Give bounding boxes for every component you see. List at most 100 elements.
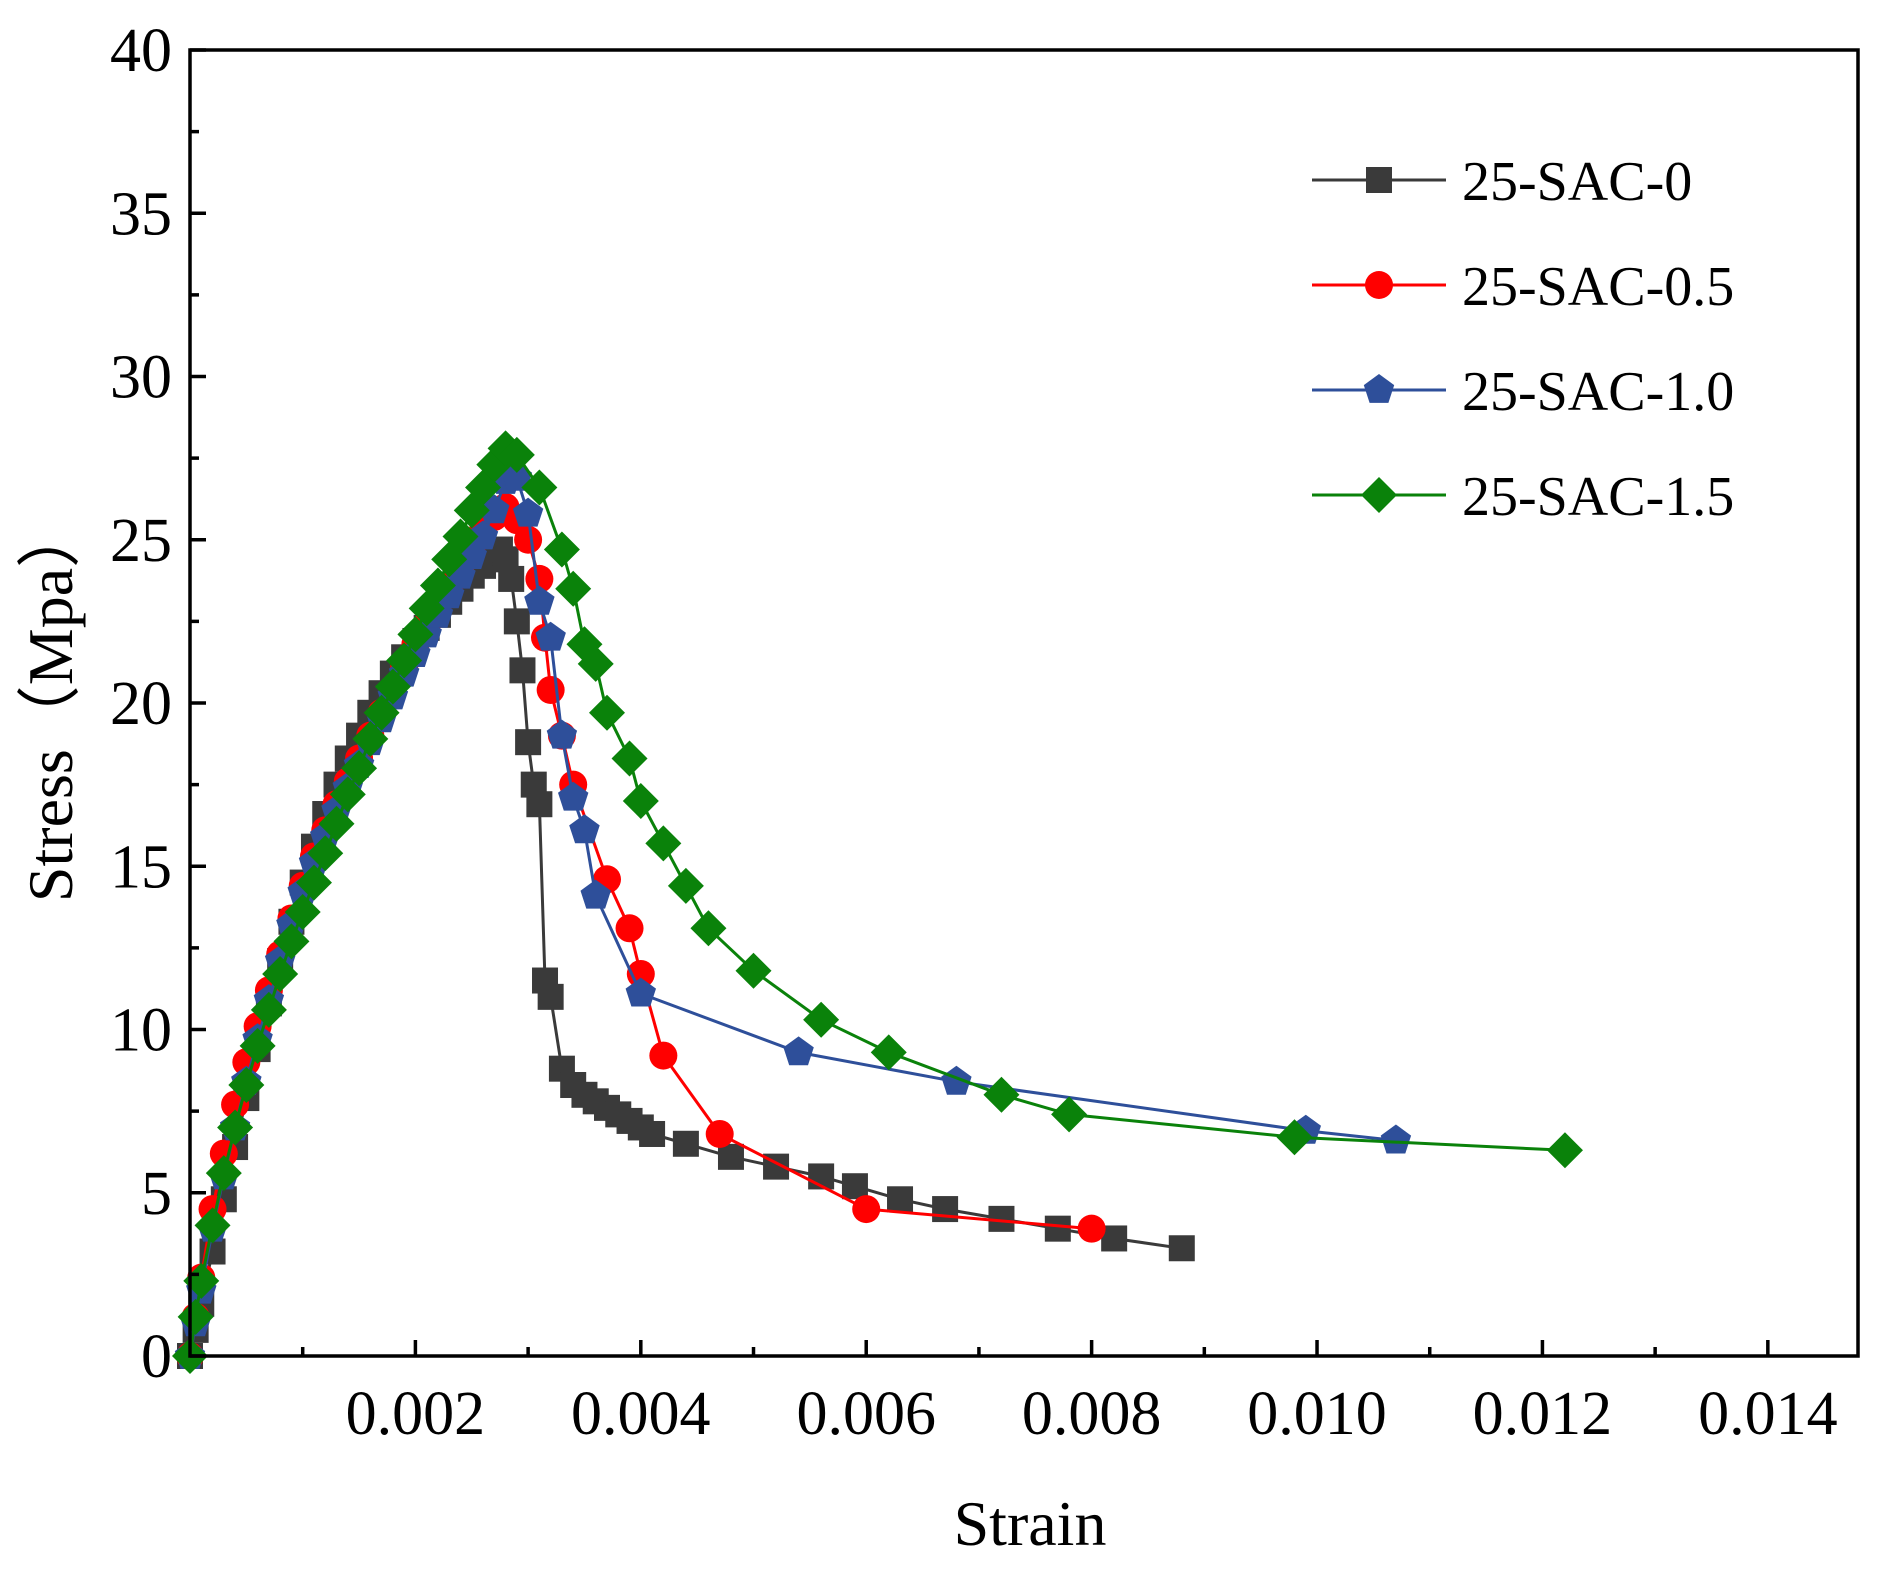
data-point xyxy=(1044,1215,1071,1242)
data-point xyxy=(580,879,611,909)
y-tick-label: 40 xyxy=(110,17,172,85)
legend-label: 25-SAC-0 xyxy=(1462,151,1692,213)
data-point xyxy=(363,694,400,731)
data-point xyxy=(509,657,536,684)
data-point xyxy=(217,1109,254,1146)
data-point xyxy=(352,720,389,757)
data-point xyxy=(672,1130,699,1157)
y-tick-label: 30 xyxy=(110,344,172,412)
data-point xyxy=(526,791,553,818)
data-point xyxy=(419,567,456,604)
data-point xyxy=(1380,1124,1412,1154)
data-point xyxy=(307,835,344,872)
data-point xyxy=(649,1041,678,1070)
data-point xyxy=(318,805,355,842)
data-point xyxy=(1168,1235,1195,1262)
legend-entry: 25-SAC-0.5 xyxy=(1312,256,1734,318)
legend-marker xyxy=(1363,374,1395,403)
data-point xyxy=(887,1186,914,1213)
y-tick-label: 10 xyxy=(110,997,172,1065)
data-point xyxy=(611,740,648,777)
y-axis-title: Stress（Mpa） xyxy=(15,504,86,902)
data-point xyxy=(397,616,434,653)
legend-label: 25-SAC-1.0 xyxy=(1462,361,1734,423)
y-tick-label: 5 xyxy=(141,1160,172,1228)
data-point xyxy=(329,776,366,813)
data-point xyxy=(852,1195,881,1224)
legend-entry: 25-SAC-0 xyxy=(1312,151,1692,213)
data-point xyxy=(1546,1132,1583,1169)
data-point xyxy=(521,469,558,506)
data-point xyxy=(639,1120,666,1147)
data-point xyxy=(690,910,727,947)
legend-marker xyxy=(1365,271,1393,299)
data-point xyxy=(386,642,423,679)
data-point xyxy=(341,750,378,787)
data-point xyxy=(512,497,544,527)
x-axis-title: Strain xyxy=(954,1488,1107,1559)
data-point xyxy=(524,585,555,615)
data-point xyxy=(467,520,499,550)
data-point xyxy=(615,914,644,943)
data-point xyxy=(625,977,656,1007)
x-tick-label: 0.002 xyxy=(346,1380,486,1448)
legend-label: 25-SAC-1.5 xyxy=(1462,466,1734,528)
data-point xyxy=(841,1173,868,1200)
data-point xyxy=(667,867,704,904)
data-point xyxy=(273,923,310,960)
data-point xyxy=(177,1298,214,1335)
y-tick-label: 25 xyxy=(110,507,172,575)
data-point xyxy=(1077,1214,1106,1243)
data-point xyxy=(783,1036,814,1066)
data-point xyxy=(374,668,411,705)
legend: 25-SAC-0 25-SAC-0.5 25-SAC-1.0 25-SAC-1.5 xyxy=(1312,151,1734,528)
data-point xyxy=(262,955,299,992)
data-point xyxy=(558,781,589,811)
data-point xyxy=(983,1076,1020,1113)
y-tick-label: 20 xyxy=(110,670,172,738)
y-tick-label: 0 xyxy=(141,1323,172,1391)
data-point xyxy=(589,694,625,731)
axis-layer: 0 5 10 15 20 25 30 35 40 0.002 0.004 0.006 0.008 0.01… xyxy=(110,17,1838,1448)
data-point xyxy=(442,518,479,555)
y-tick-label: 35 xyxy=(110,180,172,248)
data-point xyxy=(941,1065,972,1095)
data-point xyxy=(546,719,578,749)
data-point xyxy=(295,864,332,901)
legend-label: 25-SAC-0.5 xyxy=(1462,256,1734,318)
data-point xyxy=(536,675,565,704)
x-tick-label: 0.012 xyxy=(1473,1380,1613,1448)
data-point xyxy=(284,893,321,930)
data-point xyxy=(239,1027,276,1064)
data-point xyxy=(205,1155,242,1192)
data-point xyxy=(228,1067,265,1104)
data-point xyxy=(803,1001,840,1038)
data-point xyxy=(535,621,566,651)
x-tick-label: 0.004 xyxy=(571,1380,711,1448)
data-point xyxy=(870,1034,907,1071)
legend-marker xyxy=(1366,167,1392,193)
data-point xyxy=(1051,1096,1088,1133)
data-point xyxy=(514,525,543,554)
data-point xyxy=(501,461,533,491)
data-point xyxy=(735,952,772,989)
data-point xyxy=(250,991,287,1028)
x-tick-label: 0.008 xyxy=(1022,1380,1162,1448)
x-tick-label: 0.010 xyxy=(1247,1380,1387,1448)
data-point xyxy=(525,564,554,593)
data-point xyxy=(622,782,659,819)
data-point xyxy=(555,570,592,607)
data-point xyxy=(717,1143,744,1170)
data-point xyxy=(503,608,530,635)
data-point xyxy=(705,1119,734,1148)
legend-marker xyxy=(1361,477,1397,513)
data-point xyxy=(194,1207,231,1244)
data-point xyxy=(183,1262,220,1299)
data-point xyxy=(645,825,682,862)
data-point xyxy=(569,814,600,844)
data-point xyxy=(537,983,564,1010)
y-tick-label: 15 xyxy=(110,833,172,901)
series-25-SAC-1.5 xyxy=(172,430,1583,1374)
x-tick-label: 0.006 xyxy=(796,1380,936,1448)
